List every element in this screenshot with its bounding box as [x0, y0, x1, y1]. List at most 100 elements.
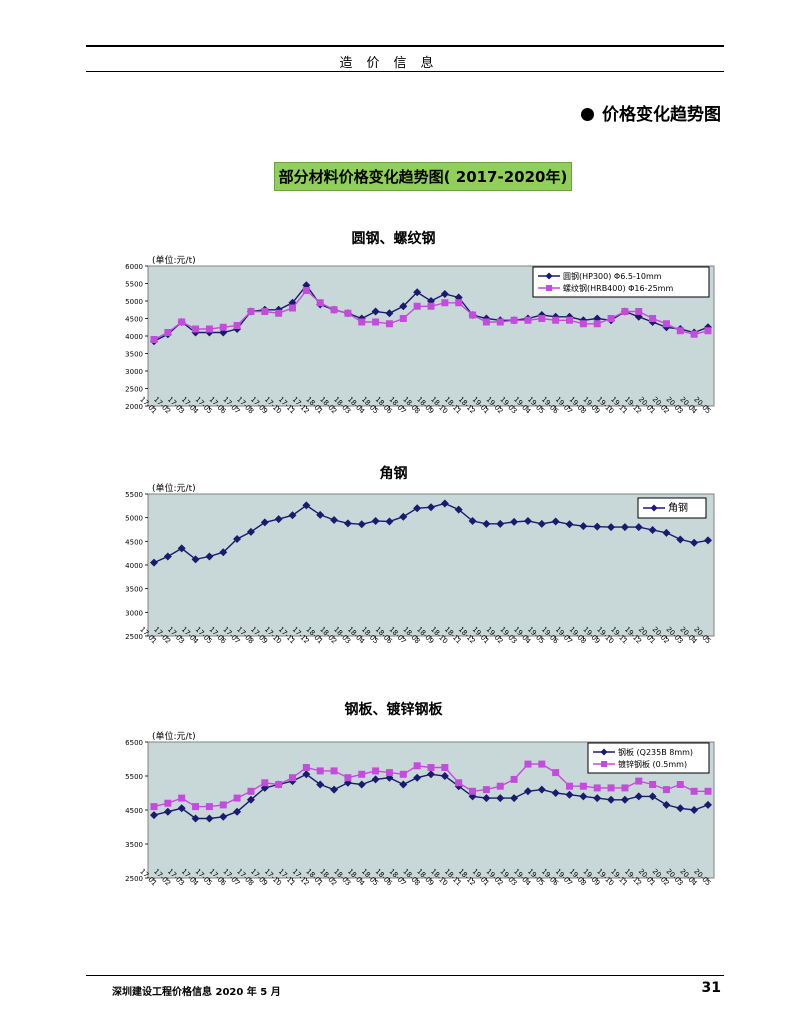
data-point: [371, 516, 380, 525]
data-point: [247, 308, 255, 315]
legend-label: 钢板 (Q235B 8mm): [618, 747, 693, 757]
data-point: [246, 795, 255, 804]
data-point: [275, 309, 283, 317]
data-point: [676, 804, 685, 813]
data-point: [482, 318, 490, 326]
data-point: [205, 552, 214, 561]
data-point: [233, 807, 242, 816]
data-point: [274, 515, 283, 524]
data-point: [593, 784, 601, 792]
data-point: [219, 801, 227, 809]
data-point: [150, 558, 158, 567]
data-point: [343, 778, 352, 787]
chart-body: (单位:元/t)250030003500400045005000550017-0…: [125, 482, 715, 646]
data-point: [261, 779, 269, 787]
data-point: [704, 327, 712, 335]
chart-steel-plate: (单位:元/t)2500350045005500650017-0117-0217…: [125, 730, 715, 888]
y-tick-label: 3000: [125, 609, 143, 617]
data-point: [150, 803, 158, 811]
data-point: [524, 316, 532, 324]
data-point: [413, 762, 421, 770]
data-point: [523, 787, 532, 796]
data-point: [302, 501, 311, 510]
data-point: [330, 516, 339, 525]
chart-body: (单位:元/t) 2000 2500 3000 3500 4000 4500 5000 5500…: [125, 254, 715, 416]
data-point: [523, 516, 532, 525]
data-point: [676, 327, 684, 335]
data-point: [440, 499, 449, 508]
legend-marker: [600, 748, 608, 756]
data-point: [219, 812, 228, 821]
y-tick-label: 4000: [125, 333, 143, 341]
data-point: [704, 787, 712, 795]
legend-label: 圆钢(HP300) Φ6.5-10mm: [563, 271, 662, 281]
data-point: [566, 316, 573, 324]
data-point: [690, 787, 698, 795]
data-point: [344, 309, 352, 317]
bullet-icon: [581, 108, 594, 121]
legend-marker: [546, 285, 552, 291]
data-point: [552, 316, 560, 324]
y-tick-label: 5500: [125, 281, 143, 289]
data-point: [482, 786, 490, 794]
data-point: [385, 517, 394, 526]
data-point: [662, 528, 671, 537]
data-point: [427, 770, 435, 779]
data-point: [233, 322, 241, 329]
unit-label: (单位:元/t): [152, 482, 196, 494]
footer-publication: 深圳建设工程价格信息 2020 年 5 月: [112, 987, 281, 998]
data-point: [441, 299, 449, 307]
y-tick-label: 5000: [125, 515, 143, 523]
y-tick-label: 2500: [125, 875, 143, 883]
y-tick-label: 4500: [125, 538, 143, 546]
y-tick-label: 2000: [125, 403, 143, 411]
data-point: [551, 789, 560, 797]
data-point: [233, 534, 242, 543]
data-point: [399, 512, 408, 521]
data-point: [177, 544, 186, 553]
data-point: [316, 299, 324, 307]
data-point: [302, 770, 311, 779]
data-point: [676, 781, 684, 788]
section-heading: 价格变化趋势图: [581, 100, 721, 125]
data-point: [330, 785, 339, 794]
data-point: [191, 814, 200, 823]
data-point: [441, 764, 449, 771]
data-point: [427, 503, 435, 512]
y-tick-label: 6500: [125, 739, 143, 747]
data-point: [621, 784, 629, 792]
y-tick-label: 3000: [125, 368, 143, 376]
data-point: [635, 777, 643, 785]
y-tick-label: 5500: [125, 491, 143, 499]
data-point: [510, 794, 519, 803]
data-point: [537, 519, 546, 528]
data-point: [537, 785, 546, 794]
data-point: [455, 299, 463, 307]
data-point: [648, 525, 657, 534]
data-point: [316, 780, 325, 789]
data-point: [205, 803, 213, 811]
data-point: [164, 329, 172, 336]
y-tick-label: 5500: [125, 773, 143, 781]
y-tick-label: 3500: [125, 351, 143, 359]
data-point: [205, 325, 213, 333]
section-heading-text: 价格变化趋势图: [602, 105, 721, 125]
data-point: [552, 769, 560, 777]
data-point: [261, 308, 269, 315]
unit-label: (单位:元/t): [152, 254, 196, 266]
data-point: [635, 308, 643, 315]
data-point: [427, 302, 435, 310]
data-point: [607, 315, 615, 322]
data-point: [357, 780, 366, 789]
data-point: [496, 318, 504, 326]
data-point: [385, 320, 393, 328]
data-point: [343, 519, 352, 528]
data-point: [205, 814, 214, 823]
legend-marker: [601, 761, 607, 767]
data-point: [316, 510, 325, 519]
data-point: [289, 304, 296, 312]
y-tick-label: 4500: [125, 316, 143, 324]
chart-title-angle-steel: 角钢: [379, 466, 408, 482]
legend-label: 角钢: [668, 501, 688, 514]
y-tick-label: 2500: [125, 633, 143, 641]
